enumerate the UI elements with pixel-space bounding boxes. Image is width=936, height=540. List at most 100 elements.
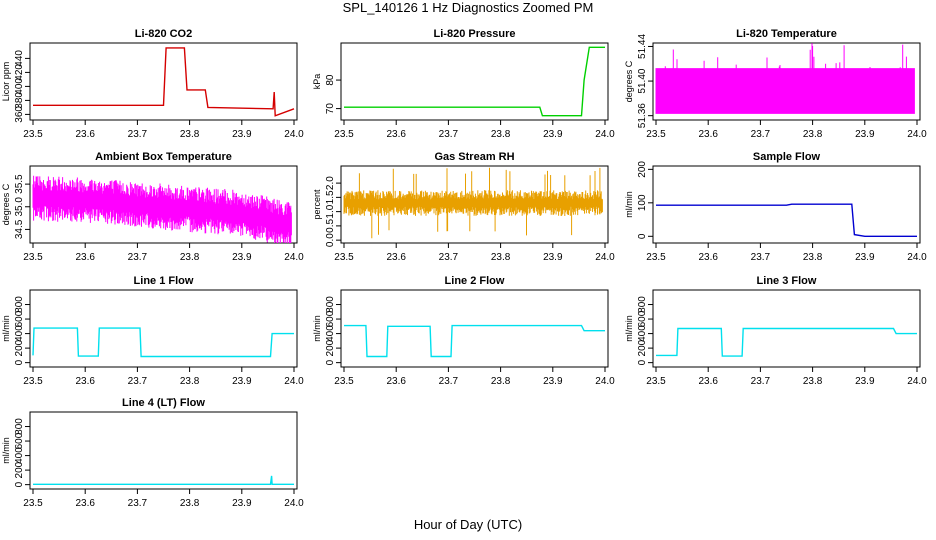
x-tick-label: 23.7 — [439, 376, 459, 387]
x-tick-label: 23.7 — [128, 376, 148, 387]
y-tick-label: 70 — [325, 103, 336, 115]
y-tick-label: 2.0 — [325, 176, 336, 190]
x-tick-label: 23.6 — [75, 252, 95, 263]
plot-frame — [29, 165, 298, 244]
panel-title: Li-820 Temperature — [736, 28, 837, 40]
x-tick-label: 23.7 — [439, 252, 459, 263]
y-tick-label: 600 — [14, 432, 25, 449]
y-axis-label: ml/min — [1, 437, 11, 464]
x-tick-label: 24.0 — [595, 129, 615, 140]
y-tick-label: 35.5 — [14, 174, 25, 194]
series-noise — [32, 175, 292, 243]
x-tick-label: 23.8 — [491, 129, 511, 140]
y-tick-label: 800 — [325, 296, 336, 313]
y-tick-label: 0 — [325, 359, 336, 365]
x-tick-label: 24.0 — [595, 252, 615, 263]
x-tick-label: 23.8 — [803, 252, 823, 263]
y-tick-label: 0.5 — [325, 219, 336, 233]
main-title: SPL_140126 1 Hz Diagnostics Zoomed PM — [342, 0, 594, 15]
panel-9: Line 4 (LT) Flow 23.5 23.6 23.7 23.8 23.9 24.0… — [1, 397, 304, 509]
y-axis-label: ml/min — [624, 315, 634, 342]
plot-frame — [29, 42, 298, 121]
x-tick-label: 24.0 — [284, 252, 304, 263]
x-tick-label: 23.6 — [75, 498, 95, 509]
y-axis-label: ml/min — [624, 191, 634, 218]
y-tick-label: 380 — [14, 92, 25, 109]
y-tick-label: 420 — [14, 64, 25, 81]
x-tick-label: 24.0 — [907, 129, 927, 140]
panel-0: Li-820 CO2 23.5 23.6 23.7 23.8 23.9 24.0 360380… — [1, 28, 304, 140]
x-tick-label: 23.5 — [334, 252, 354, 263]
series-line — [656, 327, 917, 357]
series-line — [344, 46, 605, 117]
panel-title: Line 4 (LT) Flow — [122, 397, 205, 409]
x-tick-label: 23.5 — [23, 129, 43, 140]
y-tick-label: 600 — [637, 310, 648, 327]
series-line — [33, 475, 294, 485]
y-tick-label: 200 — [637, 339, 648, 356]
y-tick-label: 100 — [637, 194, 648, 211]
plot-frame — [29, 289, 298, 368]
y-tick-label: 0 — [14, 359, 25, 365]
x-tick-label: 23.9 — [232, 129, 252, 140]
series-line — [656, 203, 917, 237]
plot-frame — [340, 289, 609, 368]
x-tick-label: 23.5 — [23, 498, 43, 509]
y-tick-label: 400 — [14, 78, 25, 95]
panel-title: Line 3 Flow — [757, 275, 817, 287]
x-tick-label: 23.5 — [646, 376, 666, 387]
panel-1: Li-820 Pressure 23.5 23.6 23.7 23.8 23.9 24.0 7… — [312, 28, 615, 140]
x-tick-label: 23.7 — [751, 376, 771, 387]
x-tick-label: 23.8 — [803, 129, 823, 140]
y-tick-label: 600 — [14, 310, 25, 327]
panel-title: Li-820 Pressure — [434, 28, 516, 40]
x-tick-label: 23.9 — [543, 129, 563, 140]
y-tick-label: 800 — [637, 296, 648, 313]
y-tick-label: 1.0 — [325, 204, 336, 218]
x-tick-label: 23.6 — [75, 376, 95, 387]
x-tick-label: 23.8 — [180, 252, 200, 263]
y-tick-label: 200 — [637, 161, 648, 178]
x-tick-label: 23.5 — [23, 376, 43, 387]
x-tick-label: 23.5 — [646, 252, 666, 263]
x-tick-label: 23.9 — [543, 252, 563, 263]
y-tick-label: 800 — [14, 296, 25, 313]
x-tick-label: 23.8 — [803, 376, 823, 387]
y-axis-label: degrees C — [624, 60, 634, 102]
y-tick-label: 35.0 — [14, 197, 25, 217]
x-tick-label: 24.0 — [907, 252, 927, 263]
panel-title: Gas Stream RH — [434, 151, 514, 163]
x-tick-label: 23.5 — [646, 129, 666, 140]
panel-title: Li-820 CO2 — [135, 28, 192, 40]
y-axis-label: ml/min — [1, 315, 11, 342]
x-tick-label: 23.8 — [180, 498, 200, 509]
y-tick-label: 400 — [637, 325, 648, 342]
y-axis-label: Licor ppm — [1, 62, 11, 102]
x-tick-label: 24.0 — [284, 129, 304, 140]
x-tick-label: 23.8 — [180, 376, 200, 387]
x-tick-label: 23.9 — [855, 252, 875, 263]
y-axis-label: ml/min — [312, 315, 322, 342]
y-tick-label: 0 — [637, 359, 648, 365]
x-tick-label: 23.9 — [232, 498, 252, 509]
y-axis-label: kPa — [312, 74, 322, 90]
x-tick-label: 23.7 — [128, 252, 148, 263]
y-tick-label: 0 — [637, 233, 648, 239]
plot-frame — [340, 165, 609, 244]
x-tick-label: 23.9 — [232, 376, 252, 387]
x-tick-label: 23.7 — [751, 252, 771, 263]
y-tick-label: 51.36 — [637, 103, 648, 128]
y-tick-label: 400 — [14, 325, 25, 342]
plot-frame — [29, 411, 298, 490]
panel-6: Line 1 Flow 23.5 23.6 23.7 23.8 23.9 24.0 0 2004… — [1, 275, 304, 387]
x-tick-label: 23.6 — [386, 252, 406, 263]
x-tick-label: 23.7 — [128, 498, 148, 509]
x-tick-label: 23.6 — [698, 252, 718, 263]
y-tick-label: 200 — [325, 339, 336, 356]
y-axis-label: degrees C — [1, 183, 11, 225]
x-tick-label: 23.7 — [128, 129, 148, 140]
plot-frame — [652, 289, 921, 368]
x-tick-label: 23.6 — [698, 129, 718, 140]
x-tick-label: 24.0 — [284, 498, 304, 509]
